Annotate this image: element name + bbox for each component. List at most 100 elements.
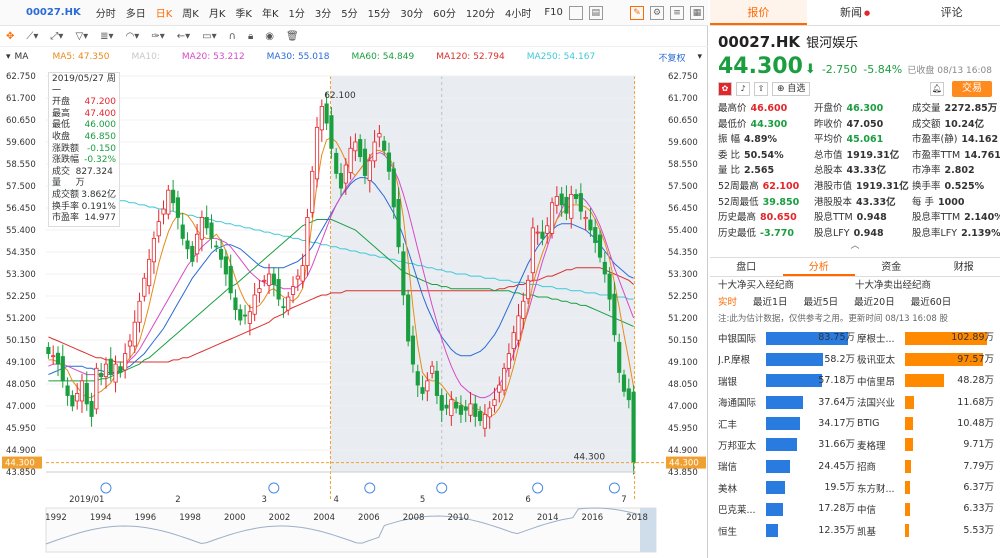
candle — [578, 193, 583, 212]
time-filter-tab[interactable]: 实时 — [718, 297, 738, 309]
broker-row[interactable]: BTIG 10.48万 — [857, 413, 996, 434]
brush-tool-icon[interactable]: ✑▾ — [151, 31, 165, 42]
period-tab[interactable]: 年K — [261, 9, 279, 20]
crosshair-icon[interactable]: ✥ — [6, 31, 15, 42]
broker-row[interactable]: 东方财... 6.37万 — [857, 477, 996, 498]
broker-row[interactable]: 恒生 12.35万 — [718, 520, 857, 541]
period-tab[interactable]: 120分 — [465, 9, 495, 20]
period-tab[interactable]: 15分 — [367, 9, 391, 20]
grid-icon[interactable]: ▦ — [690, 5, 704, 20]
period-tab[interactable]: 季K — [235, 9, 252, 20]
broker-row[interactable]: 中信里昂 48.28万 — [857, 370, 996, 391]
broker-name: 美林 — [718, 483, 738, 495]
field-value: 2.565 — [744, 165, 775, 177]
fib-tool-icon[interactable]: ≣▾ — [100, 31, 114, 42]
menu-icon[interactable]: ≡ — [670, 5, 684, 20]
broker-row[interactable]: 巴克莱... 17.28万 — [718, 498, 857, 519]
broker-value: 6.33万 — [963, 503, 994, 515]
analysis-tab[interactable]: 资金 — [881, 262, 902, 274]
lock-icon[interactable]: 🔒︎ — [247, 31, 254, 42]
low-annotation: 44.300 — [574, 453, 606, 463]
period-tab[interactable]: 周K — [182, 9, 199, 20]
period-tab[interactable]: 日K — [155, 9, 173, 20]
broker-row[interactable]: 汇丰 34.17万 — [718, 413, 857, 434]
analysis-tab[interactable]: 分析 — [782, 258, 855, 277]
notify-icon[interactable]: 🔔︎ — [930, 82, 944, 96]
broker-row[interactable]: 摩根士... 102.89万 — [857, 327, 996, 348]
broker-row[interactable]: 中信 6.33万 — [857, 498, 996, 519]
candle — [314, 126, 320, 180]
period-tab[interactable]: 3分 — [314, 9, 332, 20]
broker-row[interactable]: 法国兴业 11.68万 — [857, 392, 996, 413]
time-filter-tab[interactable]: 最近1日 — [753, 297, 788, 309]
candle — [343, 164, 348, 184]
magnet-icon[interactable]: ∩ — [228, 31, 236, 42]
gear-icon[interactable]: ⚙ — [650, 5, 664, 20]
field-value: 0.948 — [853, 227, 884, 239]
quote-field: 历史最高 80.650 — [718, 210, 814, 226]
broker-row[interactable]: 极讯亚太 97.57万 — [857, 349, 996, 370]
candle — [46, 346, 51, 355]
time-filter-tab[interactable]: 最近60日 — [910, 297, 952, 309]
candle — [310, 170, 315, 213]
quote-field: 港股市值 1919.31亿 — [814, 179, 912, 195]
broker-row[interactable]: J.P.摩根 58.2万 — [718, 349, 857, 370]
trash-icon[interactable]: 🗑︎ — [286, 31, 299, 42]
chevron-down-icon[interactable]: ▾ — [697, 52, 702, 62]
arc-tool-icon[interactable]: ◠▾ — [125, 31, 140, 42]
time-filter-tab[interactable]: 最近5日 — [803, 297, 839, 309]
broker-value: 7.79万 — [963, 460, 994, 472]
collapse-icon[interactable]: ▾ — [6, 52, 11, 62]
add-watchlist-button[interactable]: ⊕ 自选 — [772, 82, 811, 96]
broker-row[interactable]: 瑞信 24.45万 — [718, 456, 857, 477]
share-icon[interactable]: ⇧ — [754, 82, 768, 96]
broker-name: 极讯亚太 — [857, 355, 896, 367]
period-tab[interactable]: 1分 — [288, 9, 305, 20]
bell-icon[interactable]: ♪ — [736, 82, 750, 96]
analysis-tab[interactable]: 盘口 — [736, 262, 757, 274]
field-value: 1919.31亿 — [846, 149, 900, 161]
stock-code: 00027.HK — [26, 7, 81, 18]
period-tab[interactable]: 4小时 — [504, 9, 532, 20]
price-row: 44.300 ⬇ -2.750 -5.84% 已收盘 08/13 16:08 — [718, 54, 992, 79]
trade-button[interactable]: 交易 — [952, 81, 992, 97]
f10-button[interactable]: F10 — [544, 7, 563, 18]
candle — [348, 147, 353, 173]
quote-tab[interactable]: 报价 — [710, 0, 807, 25]
period-tab[interactable]: 月K — [208, 9, 226, 20]
y-tick-left: 43.850 — [6, 468, 36, 478]
broker-row[interactable]: 麦格理 9.71万 — [857, 434, 996, 455]
quote-tab[interactable]: 新闻 ● — [839, 6, 871, 19]
broker-row[interactable]: 海通国际 37.64万 — [718, 392, 857, 413]
broker-row[interactable]: 招商 7.79万 — [857, 456, 996, 477]
data-note: 注:此为估计数据，仅供参考之用。更新时间 08/13 16:08 股 — [718, 314, 948, 325]
broker-row[interactable]: 凯基 5.53万 — [857, 520, 996, 541]
quote-tab[interactable]: 评论 — [940, 6, 963, 19]
ma-value: MA5: 47.350 — [52, 52, 110, 62]
expand-icon[interactable]: ︿ — [850, 241, 860, 252]
period-tab[interactable]: 分时 — [95, 9, 116, 20]
ruler-tool-icon[interactable]: ▭▾ — [202, 31, 217, 42]
channel-tool-icon[interactable]: ▽▾ — [75, 31, 89, 42]
ray-tool-icon[interactable]: ⤢▾ — [50, 31, 64, 42]
candlestick-chart[interactable]: 62.750 62.750 61.700 61.700 60.650 60.650 59.6… — [0, 66, 708, 558]
period-tab[interactable]: 多日 — [125, 9, 146, 20]
broker-row[interactable]: 中银国际 83.75万 — [718, 327, 857, 348]
time-filter-tab[interactable]: 最近20日 — [854, 297, 895, 309]
analysis-tab[interactable]: 财报 — [953, 262, 974, 274]
layout-icon[interactable]: ▤ — [588, 5, 603, 20]
info-value: 47.400 — [84, 108, 117, 119]
checkbox-icon[interactable] — [568, 5, 583, 20]
eye-icon[interactable]: ◉ — [265, 31, 274, 42]
period-tab[interactable]: 30分 — [400, 9, 424, 20]
broker-row[interactable]: 瑞银 57.18万 — [718, 370, 857, 391]
period-tab[interactable]: 5分 — [341, 9, 358, 20]
arrow-tool-icon[interactable]: ←▾ — [176, 31, 191, 42]
broker-row[interactable]: 万邦亚太 31.66万 — [718, 434, 857, 455]
broker-row[interactable]: 美林 19.5万 — [718, 477, 857, 498]
line-tool-icon[interactable]: ⟋▾ — [26, 31, 39, 42]
adjust-dropdown[interactable]: 不复权 — [658, 53, 686, 64]
pencil-icon[interactable]: ✎ — [630, 5, 644, 20]
broker-value: 11.68万 — [957, 396, 994, 408]
period-tab[interactable]: 60分 — [433, 9, 456, 20]
